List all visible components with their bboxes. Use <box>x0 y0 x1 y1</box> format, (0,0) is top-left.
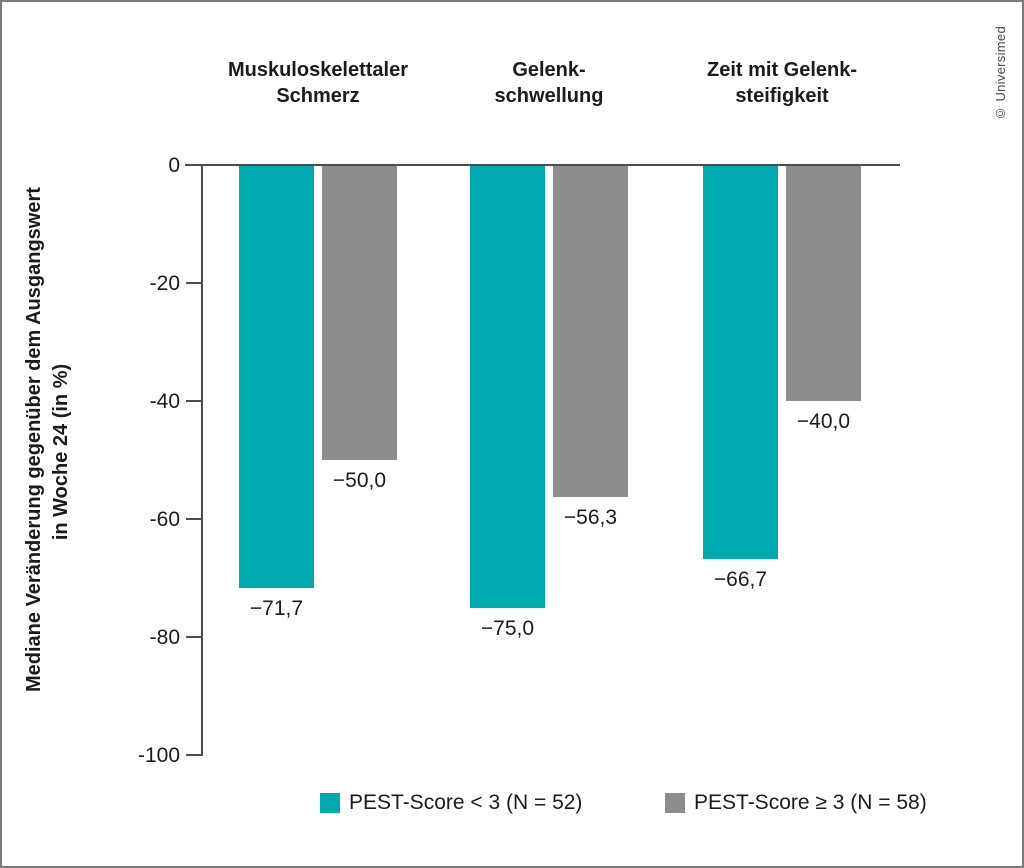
bar-value-label: −50,0 <box>332 469 387 492</box>
y-tick-label: 0 <box>168 154 180 177</box>
y-tick-label: -60 <box>149 508 180 531</box>
y-tick-label: -80 <box>149 626 180 649</box>
category-header-line: Gelenk- <box>512 59 586 81</box>
zero-baseline <box>185 164 900 166</box>
y-axis-title-line1: Mediane Veränderung gegenüber dem Ausgan… <box>23 187 45 692</box>
category-header-line: Zeit mit Gelenk- <box>706 59 858 81</box>
bar-pest-lt3-group2 <box>470 166 545 608</box>
y-tick-mark <box>186 518 202 520</box>
bar-pest-ge3-group1 <box>322 166 397 460</box>
y-tick-mark <box>186 282 202 284</box>
bar-pest-ge3-group3 <box>786 166 861 401</box>
bar-pest-lt3-group3 <box>703 166 778 559</box>
bar-pest-ge3-group2 <box>553 166 628 498</box>
bar-value-label: −75,0 <box>480 616 535 640</box>
y-tick-label: -40 <box>149 390 180 413</box>
y-tick-mark <box>186 754 202 756</box>
legend-item-pest-ge3: PEST-Score ≥ 3 (N = 58) <box>665 791 927 815</box>
y-tick-label: -100 <box>137 744 180 767</box>
category-header-line: Muskuloskelettaler <box>227 59 409 81</box>
y-axis-title-line2: in Woche 24 (in %) <box>50 363 72 541</box>
legend-swatch-gray <box>665 793 685 813</box>
legend-label-pest-ge3: PEST-Score ≥ 3 (N = 58) <box>694 791 927 814</box>
y-tick-mark <box>186 636 202 638</box>
legend-swatch-teal <box>320 793 340 813</box>
bar-pest-lt3-group1 <box>239 166 314 589</box>
copyright-credit: © Universimed <box>993 26 1008 121</box>
category-header-line: steifigkeit <box>735 85 829 107</box>
y-axis-line <box>201 164 203 756</box>
bar-value-label: −56,3 <box>563 506 618 530</box>
category-header-group3: Zeit mit Gelenk-steifigkeit <box>647 57 917 109</box>
y-tick-mark <box>186 400 202 402</box>
legend-item-pest-lt3: PEST-Score < 3 (N = 52) <box>320 791 582 815</box>
bar-value-label: −66,7 <box>713 567 768 591</box>
y-tick-label: -20 <box>149 272 180 295</box>
y-axis-title: Mediane Veränderung gegenüber dem Ausgan… <box>21 187 79 692</box>
legend-label-pest-lt3: PEST-Score < 3 (N = 52) <box>349 791 583 814</box>
category-header-line: schwellung <box>494 85 604 107</box>
category-header-group2: Gelenk-schwellung <box>414 57 684 109</box>
category-header-group1: Muskuloskelettaler Schmerz <box>183 57 453 109</box>
category-header-line: Schmerz <box>276 85 360 107</box>
bar-value-label: −71,7 <box>249 597 304 621</box>
bar-value-label: −40,0 <box>796 410 851 433</box>
